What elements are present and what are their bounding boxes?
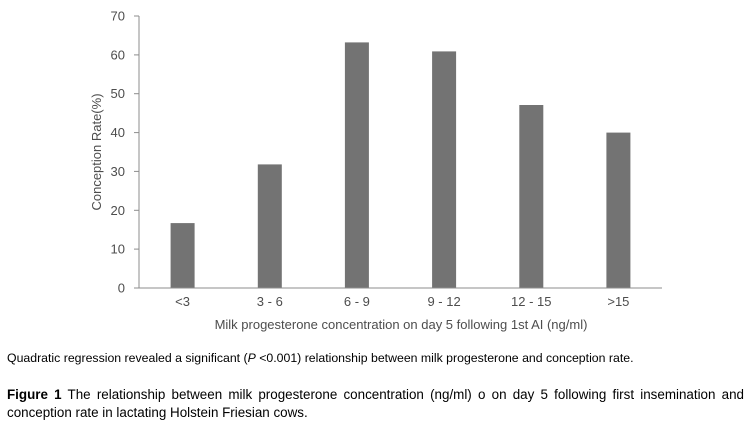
bar	[170, 223, 195, 288]
x-tick-label: 6 - 9	[344, 294, 370, 309]
x-axis-ticks: <3 3 - 6 6 - 9 9 - 12 12 - 15 >15	[175, 294, 629, 309]
bar	[432, 51, 457, 289]
y-tick-label: 60	[111, 47, 125, 62]
caption-label: Figure 1	[7, 387, 62, 402]
x-tick-label: >15	[607, 294, 629, 309]
bar	[344, 42, 369, 289]
y-tick-label: 70	[111, 9, 125, 24]
figure-caption: Figure 1 The relationship between milk p…	[7, 386, 744, 422]
note-p-italic: P	[247, 351, 256, 365]
x-tick-label: <3	[175, 294, 190, 309]
bar-chart: 0 10 20 30 40 50 60 70 <3 3 - 6 6 - 9 9 - 12 12 - 1…	[89, 9, 662, 332]
caption-text: The relationship between milk progestero…	[7, 387, 744, 420]
y-tick-label: 10	[111, 242, 125, 257]
x-tick-label: 3 - 6	[257, 294, 283, 309]
y-axis-ticks: 0 10 20 30 40 50 60 70	[111, 9, 139, 296]
regression-note: Quadratic regression revealed a signific…	[7, 351, 747, 366]
y-axis-title: Conception Rate(%)	[89, 93, 104, 210]
y-tick-label: 20	[111, 203, 125, 218]
x-tick-label: 9 - 12	[427, 294, 460, 309]
x-axis-title: Milk progesterone concentration on day 5…	[215, 317, 588, 332]
bar	[257, 164, 282, 288]
x-tick-label: 12 - 15	[511, 294, 551, 309]
y-tick-label: 50	[111, 86, 125, 101]
y-tick-label: 40	[111, 125, 125, 140]
y-tick-label: 30	[111, 164, 125, 179]
note-text-after: <0.001) relationship between milk proges…	[255, 351, 634, 365]
bar	[519, 105, 544, 288]
note-text-before: Quadratic regression revealed a signific…	[7, 351, 248, 365]
bars-group	[170, 42, 631, 289]
y-tick-label: 0	[118, 281, 125, 296]
bar	[606, 132, 631, 288]
